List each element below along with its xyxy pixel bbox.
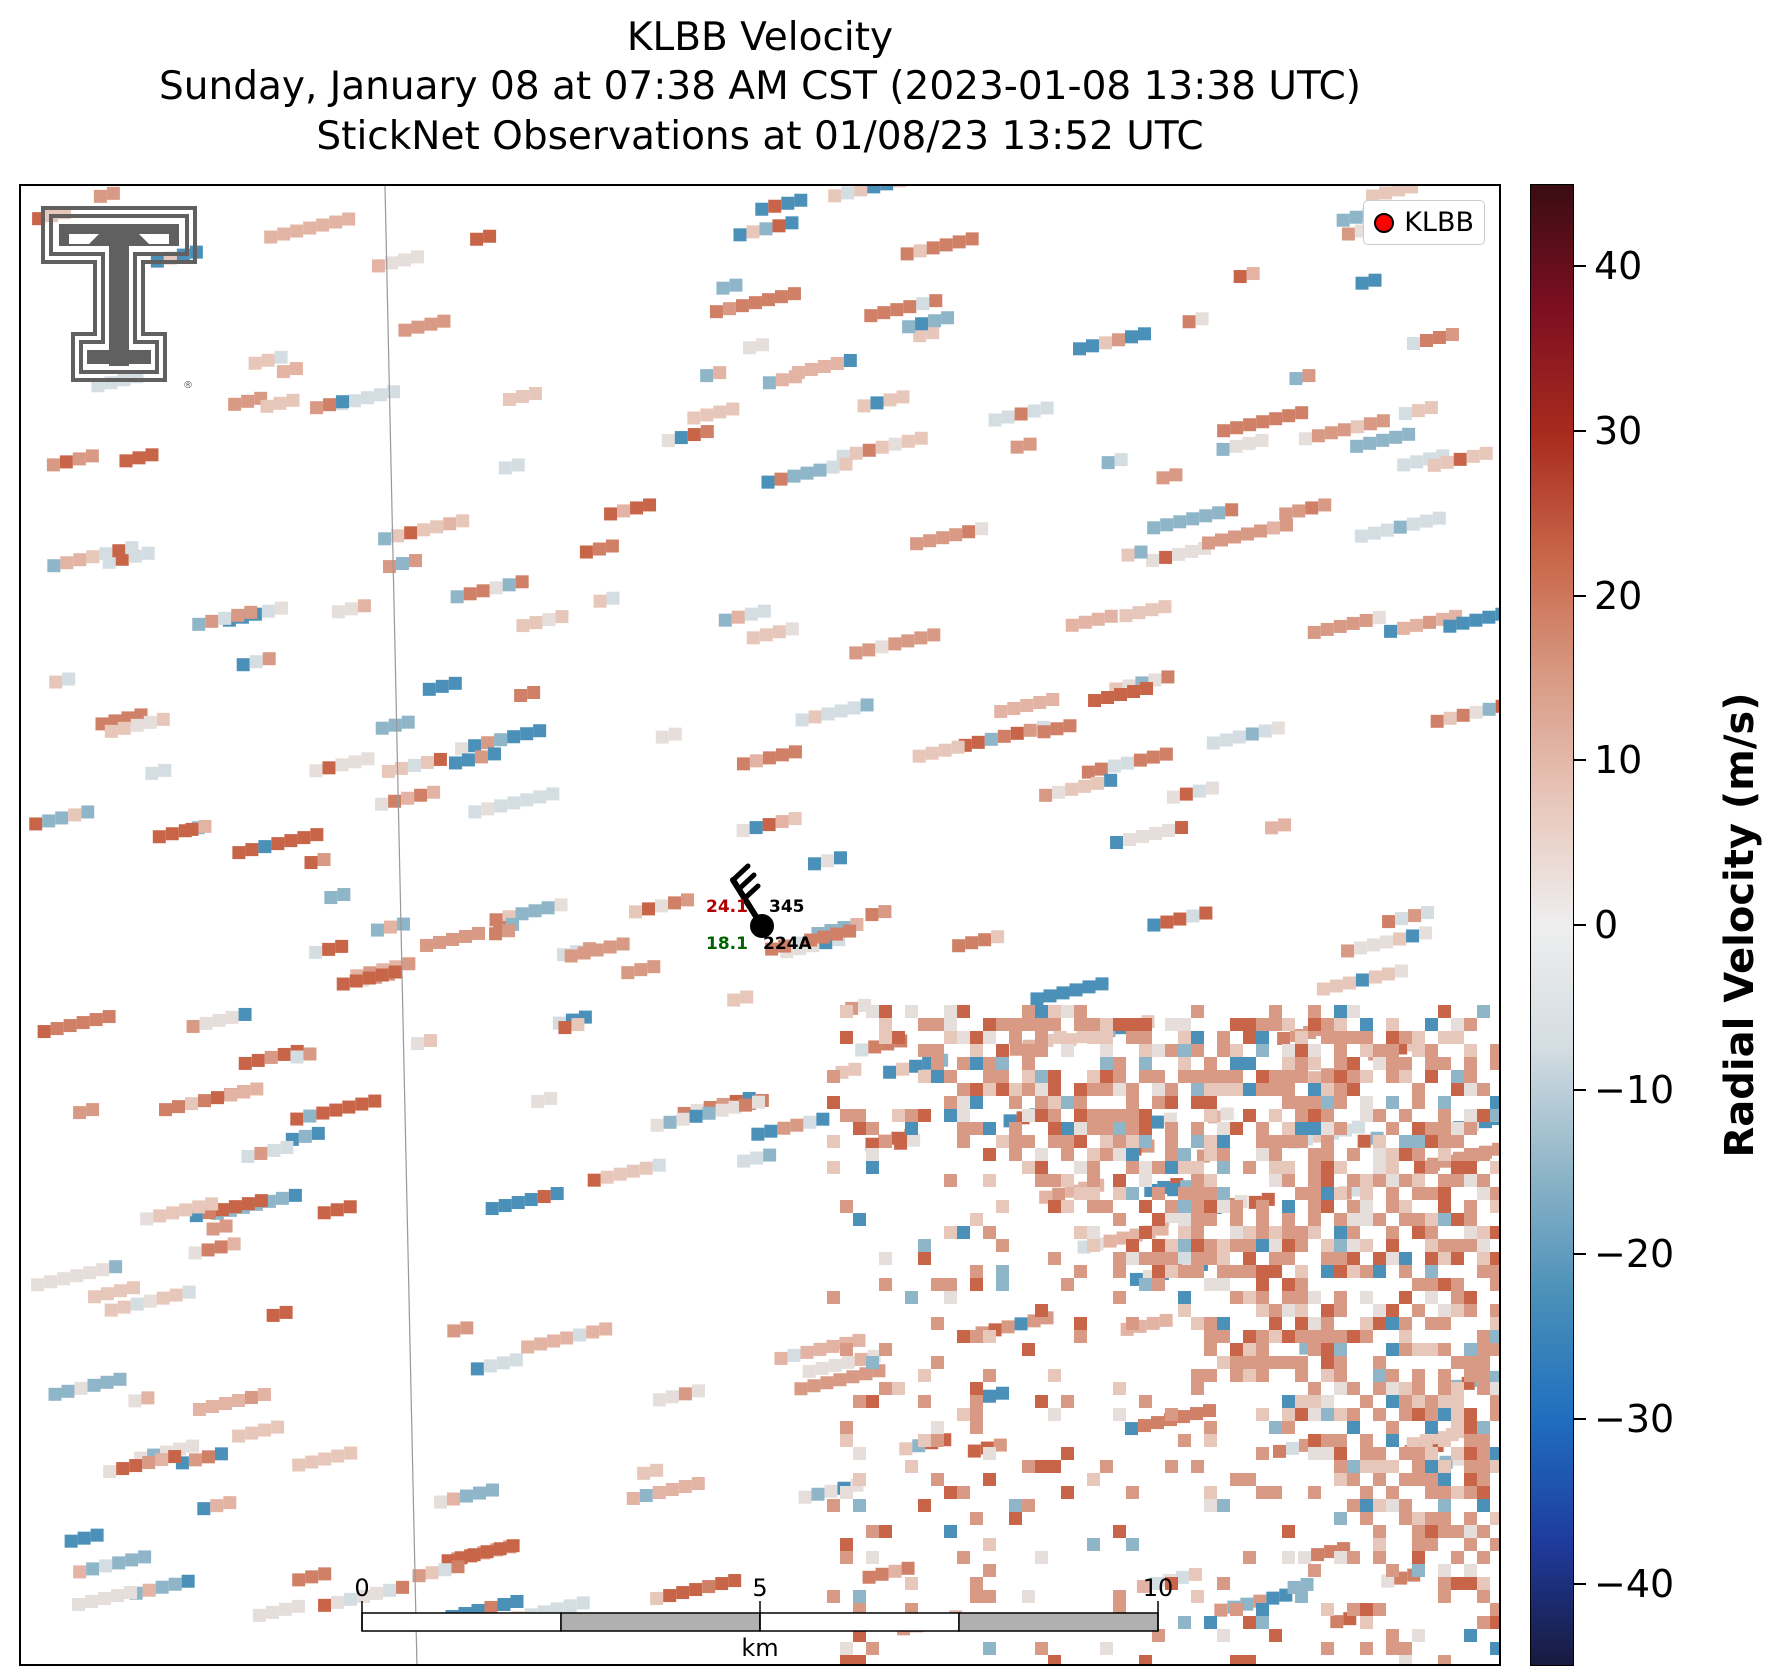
colorbar <box>1530 184 1574 1666</box>
map-legend: KLBB <box>1363 200 1485 245</box>
station-dewpoint: 18.1 <box>706 934 748 954</box>
station-marker[interactable] <box>750 914 774 938</box>
chart-title: KLBB Velocity <box>626 15 894 60</box>
station-id: 224A <box>763 934 812 954</box>
chart-subtitle-time: Sunday, January 08 at 07:38 AM CST (2023… <box>159 64 1361 109</box>
chart-subtitle-sticknet: StickNet Observations at 01/08/23 13:52 … <box>316 114 1204 159</box>
colorbar-label: Radial Velocity (m/s) <box>1717 692 1763 1158</box>
scale-unit: km <box>741 1634 779 1662</box>
texas-tech-double-t-logo: ® <box>41 206 197 391</box>
scale-bar <box>361 1601 1159 1632</box>
scale-tick-10: 10 <box>1142 1574 1174 1602</box>
scale-tick-0: 0 <box>354 1574 370 1602</box>
svg-text:®: ® <box>183 380 193 391</box>
station-wind-direction: 345 <box>769 897 805 917</box>
klbb-marker-icon <box>1374 212 1395 233</box>
velocity-gates <box>29 186 1499 1664</box>
county-boundary-line <box>384 186 418 1664</box>
radar-map: ® KLBB 24.1 345 18.1 224A 0 5 10 km <box>19 184 1501 1666</box>
station-temperature: 24.1 <box>706 897 748 917</box>
scale-tick-5: 5 <box>752 1574 768 1602</box>
radar-velocity-field <box>29 186 1499 1664</box>
legend-label: KLBB <box>1404 207 1474 238</box>
